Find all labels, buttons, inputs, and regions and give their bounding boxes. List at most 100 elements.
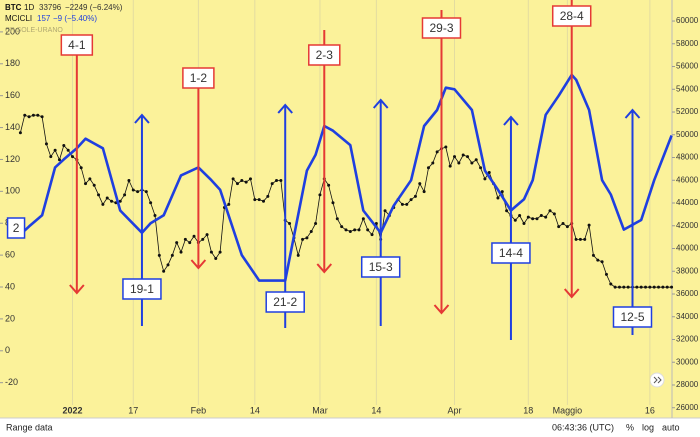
x-tick-label: 17 <box>128 405 138 415</box>
annotation-arrowhead <box>134 113 150 124</box>
series-point <box>18 131 22 135</box>
y-tick-label: -20 <box>5 377 18 387</box>
series-point <box>340 225 344 229</box>
series-point <box>275 178 279 182</box>
series-point <box>457 161 461 165</box>
annotation-box <box>265 291 305 313</box>
series-point <box>266 194 270 198</box>
series-point <box>652 285 656 289</box>
annotation-arrowhead <box>69 284 85 295</box>
x-tick-label: Apr <box>448 405 462 415</box>
plot-background <box>0 0 700 418</box>
annotation-box <box>612 306 653 328</box>
y2-tick-label: 54000 <box>676 84 699 93</box>
series-point <box>305 236 309 240</box>
series-point <box>44 142 48 146</box>
series-point <box>84 182 88 186</box>
series-point <box>591 253 595 257</box>
y-tick-label: 160 <box>5 90 20 100</box>
series-point <box>561 221 565 225</box>
annotation-box <box>308 44 341 66</box>
series-point <box>92 183 96 187</box>
series-point <box>409 198 413 202</box>
series-point <box>383 209 387 213</box>
series-point <box>435 150 439 154</box>
series-point <box>288 221 292 225</box>
series-point <box>487 171 491 175</box>
annotation-label: 28-4 <box>560 9 584 23</box>
series-point <box>479 166 483 170</box>
series-point <box>335 217 339 221</box>
range-button[interactable]: Range data <box>6 422 53 432</box>
series-point <box>248 177 252 181</box>
series-point <box>609 282 613 286</box>
y2-tick-label: 38000 <box>676 266 699 275</box>
series-point <box>183 237 187 241</box>
series-point <box>500 190 504 194</box>
series-point <box>422 190 426 194</box>
y-tick-label: 20 <box>5 313 15 323</box>
annotation-box <box>6 217 26 239</box>
y-tick-label: 60 <box>5 249 15 259</box>
annotation-arrowhead <box>277 103 293 114</box>
series-line <box>19 73 673 282</box>
annotation-box <box>421 17 462 39</box>
series-point <box>127 178 131 182</box>
series-point <box>635 285 639 289</box>
series-point <box>370 233 374 237</box>
y-tick-label: 180 <box>5 58 20 68</box>
series-point <box>235 182 239 186</box>
series-point <box>353 228 357 232</box>
legend-change: −9 (−5.40%) <box>53 14 97 23</box>
series-point <box>535 217 539 221</box>
series-point <box>149 201 153 205</box>
footer-bar <box>0 418 700 437</box>
series-point <box>53 148 57 152</box>
series-point <box>314 221 318 225</box>
series-point <box>231 177 235 181</box>
annotation-box <box>122 278 162 300</box>
series-point <box>583 237 587 241</box>
y2-tick-label: 28000 <box>676 380 699 389</box>
series-point <box>105 196 109 200</box>
annotation-label: 29-3 <box>429 21 453 35</box>
annotation-box <box>551 5 592 27</box>
scroll-icon <box>653 376 662 384</box>
log-button[interactable]: log <box>642 422 654 432</box>
series-point <box>670 285 674 289</box>
auto-button[interactable]: auto <box>662 422 680 432</box>
series-point <box>574 237 578 241</box>
series-point <box>617 285 621 289</box>
series-point <box>179 250 183 254</box>
series-point <box>218 250 222 254</box>
series-point <box>170 253 174 257</box>
annotation-label: 21-2 <box>273 295 297 309</box>
series-point <box>205 233 209 237</box>
series-point <box>240 178 244 182</box>
annotation-label: 2-3 <box>316 48 334 62</box>
series-point <box>79 166 83 170</box>
series-point <box>201 237 205 241</box>
annotation-arrowhead <box>190 259 207 270</box>
x-tick-label: Feb <box>191 405 207 415</box>
series-point <box>366 228 370 232</box>
annotation-label: 1-2 <box>190 71 208 85</box>
y2-tick-label: 40000 <box>676 244 699 253</box>
series-point <box>400 202 404 206</box>
series-point <box>309 229 313 233</box>
x-tick-label: 18 <box>523 405 533 415</box>
y2-tick-label: 48000 <box>676 153 699 162</box>
series-point <box>175 241 179 245</box>
annotation-arrowhead <box>503 115 519 126</box>
series-point <box>66 148 70 152</box>
y2-tick-label: 60000 <box>676 16 699 25</box>
legend-name: MCICLI <box>5 14 32 23</box>
annotation-arrowhead <box>433 304 450 315</box>
percent-button[interactable]: % <box>626 422 634 432</box>
series-point <box>448 164 452 168</box>
y-tick-label: 0 <box>5 345 10 355</box>
series-point <box>49 155 53 159</box>
series-point <box>357 228 361 232</box>
series-point <box>587 223 591 227</box>
